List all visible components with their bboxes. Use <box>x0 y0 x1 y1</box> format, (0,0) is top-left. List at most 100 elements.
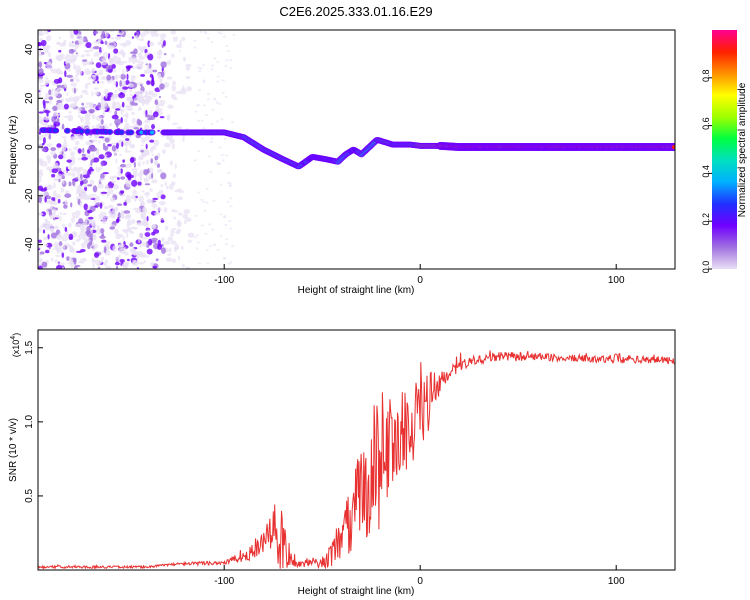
noise-speck <box>38 239 42 243</box>
noise-speck <box>120 176 126 180</box>
noise-speck <box>54 259 59 264</box>
noise-speck <box>117 166 123 170</box>
noise-speck <box>212 243 216 246</box>
noise-speck <box>74 224 81 228</box>
noise-speck <box>116 101 120 106</box>
noise-speck <box>180 245 184 250</box>
noise-speck <box>216 80 220 83</box>
noise-speck <box>57 87 64 91</box>
noise-speck <box>63 103 70 110</box>
noise-speck <box>219 183 223 186</box>
noise-speck <box>181 36 186 42</box>
noise-speck <box>171 53 175 58</box>
noise-speck <box>39 84 46 88</box>
noise-speck <box>138 106 142 111</box>
noise-speck <box>119 80 122 87</box>
noise-speck <box>127 174 134 179</box>
noise-speck <box>137 161 141 168</box>
noise-speck <box>132 189 138 195</box>
noise-speck <box>170 240 177 245</box>
noise-speck <box>71 172 76 178</box>
noise-speck <box>167 236 173 242</box>
trace-cell <box>53 128 58 133</box>
noise-speck <box>68 104 74 109</box>
noise-speck <box>46 184 54 191</box>
noise-speck <box>185 217 192 223</box>
noise-speck <box>48 247 51 250</box>
noise-speck <box>77 110 81 114</box>
noise-speck <box>124 214 132 220</box>
colorbar-label: Normalized spectral amplitude <box>737 82 748 217</box>
snr-frame <box>37 329 676 571</box>
noise-speck <box>119 163 126 168</box>
noise-speck <box>135 134 141 139</box>
noise-speck <box>56 264 64 269</box>
noise-speck <box>69 78 74 82</box>
noise-speck <box>144 95 150 99</box>
noise-speck <box>125 180 133 188</box>
noise-speck <box>206 98 210 101</box>
noise-speck <box>166 114 171 121</box>
noise-speck <box>85 92 89 95</box>
noise-speck <box>202 104 206 107</box>
noise-speck <box>143 168 149 176</box>
noise-speck <box>157 243 163 251</box>
noise-speck <box>72 96 80 103</box>
noise-speck <box>74 210 81 217</box>
noise-speck <box>43 45 51 51</box>
noise-speck <box>61 252 65 258</box>
noise-speck <box>38 30 43 34</box>
spectrogram-ylabel: Frequency (Hz) <box>8 116 19 185</box>
noise-speck <box>160 184 164 188</box>
noise-speck <box>141 152 146 157</box>
noise-speck <box>121 141 124 147</box>
noise-speck <box>150 31 155 37</box>
noise-speck <box>123 251 129 256</box>
noise-speck <box>52 113 58 117</box>
noise-speck <box>41 142 45 146</box>
noise-speck <box>86 170 92 175</box>
noise-speck <box>45 61 52 69</box>
noise-speck <box>104 31 109 38</box>
noise-speck <box>58 232 62 238</box>
noise-speck <box>122 68 125 75</box>
noise-speck <box>49 227 55 233</box>
noise-speck <box>56 99 63 104</box>
noise-speck <box>224 243 228 246</box>
noise-speck <box>83 49 91 53</box>
noise-speck <box>177 212 183 216</box>
noise-speck <box>101 218 107 225</box>
noise-speck <box>224 223 228 226</box>
noise-speck <box>72 179 76 187</box>
noise-speck <box>105 265 112 269</box>
noise-speck <box>119 104 122 110</box>
noise-speck <box>227 171 231 174</box>
noise-speck <box>57 198 61 204</box>
noise-speck <box>98 30 103 34</box>
noise-speck <box>209 140 213 143</box>
noise-speck <box>179 49 182 52</box>
noise-speck <box>149 167 154 174</box>
noise-speck <box>174 163 177 170</box>
noise-speck <box>82 168 88 176</box>
noise-speck <box>46 166 51 171</box>
noise-speck <box>143 110 146 116</box>
noise-speck <box>143 119 151 124</box>
noise-speck <box>106 74 112 81</box>
noise-speck <box>170 30 177 35</box>
noise-speck <box>197 150 201 153</box>
figure-title: C2E6.2025.333.01.16.E29 <box>279 4 432 19</box>
snr-multiplier-prefix: (x10 <box>11 340 21 358</box>
noise-speck <box>83 183 87 188</box>
noise-speck <box>91 139 98 142</box>
noise-speck <box>50 200 54 205</box>
noise-speck <box>185 266 190 269</box>
noise-speck <box>122 86 129 90</box>
noise-speck <box>104 40 108 45</box>
noise-speck <box>104 109 110 113</box>
noise-speck <box>78 135 85 140</box>
noise-speck <box>120 73 126 80</box>
noise-speck <box>80 190 87 197</box>
noise-speck <box>163 81 170 88</box>
y-tick-label: -20 <box>24 188 35 203</box>
